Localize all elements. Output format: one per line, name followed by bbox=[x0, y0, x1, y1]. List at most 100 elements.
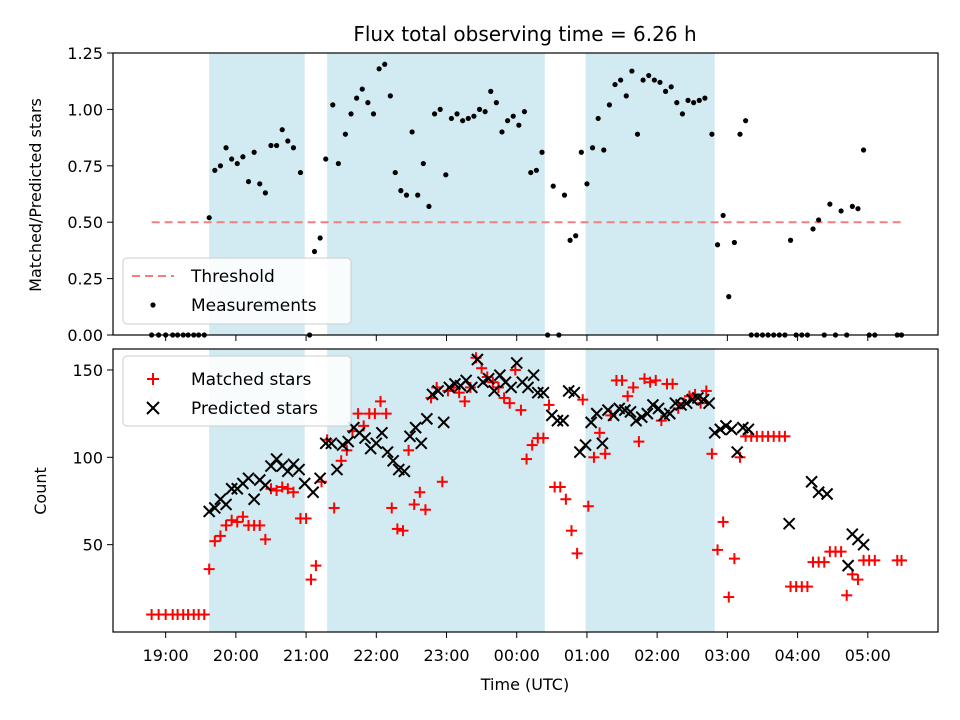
predicted-stars-point bbox=[697, 393, 710, 406]
measurement-point bbox=[589, 145, 596, 151]
measurement-point bbox=[454, 111, 460, 117]
measurement-point bbox=[285, 138, 291, 144]
matched-stars-point bbox=[310, 560, 322, 572]
matched-stars-point bbox=[214, 530, 226, 542]
matched-stars-point bbox=[852, 574, 864, 586]
measurement-point bbox=[550, 183, 556, 189]
predicted-stars-point bbox=[420, 412, 434, 426]
predicted-stars-point bbox=[556, 414, 570, 427]
legend-threshold-label: Threshold bbox=[190, 267, 275, 287]
top-legend: Threshold Measurements bbox=[122, 257, 352, 325]
matched-stars-point bbox=[436, 476, 448, 488]
matched-stars-point bbox=[835, 546, 847, 558]
predicted-stars-point bbox=[579, 438, 592, 452]
measurement-point bbox=[528, 169, 534, 176]
measurement-point bbox=[629, 68, 635, 74]
matched-stars-point bbox=[723, 591, 735, 603]
predicted-stars-point bbox=[646, 398, 660, 412]
predicted-stars-point bbox=[437, 416, 450, 429]
predicted-stars-point bbox=[225, 482, 238, 495]
matched-stars-point bbox=[198, 609, 210, 621]
predicted-stars-point bbox=[381, 445, 394, 459]
bottom-panel: 50 100 150 19:00 20:00 21:00 22:00 23:00 00:00 01… bbox=[72, 348, 939, 665]
x-axis-label: Time (UTC) bbox=[480, 675, 569, 694]
matched-stars-point bbox=[841, 589, 853, 601]
bottom-observing-window-2 bbox=[327, 349, 545, 632]
measurement-point bbox=[437, 106, 443, 112]
matched-stars-point bbox=[706, 448, 718, 460]
predicted-stars-point bbox=[386, 454, 400, 468]
bottom-y-axis-label: Count bbox=[31, 467, 50, 515]
measurement-point bbox=[561, 192, 568, 198]
x-tick-label: 04:00 bbox=[775, 646, 821, 665]
matched-stars-point bbox=[237, 511, 249, 523]
measurement-point bbox=[838, 208, 844, 214]
measurement-point bbox=[606, 102, 613, 108]
measurement-point bbox=[273, 142, 280, 149]
measurement-point bbox=[499, 129, 505, 135]
predicted-stars-point bbox=[521, 381, 535, 394]
matched-stars-point bbox=[616, 374, 628, 386]
top-y-tick-label: 1.25 bbox=[67, 44, 103, 63]
measurement-point bbox=[726, 294, 732, 300]
bottom-series-predicted-stars bbox=[202, 353, 870, 572]
matched-stars-point bbox=[627, 381, 639, 393]
measurement-point bbox=[720, 212, 726, 219]
matched-stars-point bbox=[639, 373, 651, 385]
matched-stars-point bbox=[504, 397, 516, 409]
predicted-stars-point bbox=[398, 465, 411, 478]
matched-stars-point bbox=[414, 486, 426, 498]
matched-stars-point bbox=[328, 502, 340, 514]
bottom-legend-frame bbox=[122, 355, 352, 427]
matched-stars-point bbox=[594, 427, 606, 439]
measurement-point bbox=[206, 215, 212, 221]
matched-stars-point bbox=[521, 453, 533, 465]
matched-stars-point bbox=[375, 395, 387, 407]
predicted-stars-point bbox=[403, 430, 417, 443]
legend-matched-swatch bbox=[147, 373, 159, 385]
predicted-stars-point bbox=[415, 437, 428, 450]
predicted-stars-point bbox=[841, 559, 855, 572]
predicted-stars-point bbox=[208, 501, 222, 515]
matched-stars-point bbox=[509, 364, 521, 376]
predicted-stars-point bbox=[537, 386, 550, 399]
predicted-stars-point bbox=[719, 419, 733, 433]
matched-stars-point bbox=[209, 535, 221, 547]
matched-stars-point bbox=[801, 581, 813, 593]
matched-stars-point bbox=[526, 439, 538, 451]
measurement-point bbox=[431, 111, 438, 117]
predicted-stars-point bbox=[510, 356, 523, 370]
matched-stars-point bbox=[537, 432, 549, 444]
measurement-point bbox=[476, 106, 483, 112]
predicted-stars-point bbox=[708, 426, 721, 440]
x-tick-label: 05:00 bbox=[845, 646, 891, 665]
measurement-point bbox=[674, 100, 680, 106]
matched-stars-point bbox=[300, 512, 312, 524]
matched-stars-point bbox=[599, 448, 611, 460]
predicted-stars-point bbox=[443, 381, 456, 394]
measurement-point bbox=[240, 154, 246, 160]
measurement-point bbox=[223, 145, 229, 151]
matched-stars-point bbox=[276, 481, 288, 493]
matched-stars-point bbox=[571, 547, 583, 559]
matched-stars-point bbox=[369, 408, 381, 420]
measurement-point bbox=[251, 149, 257, 155]
predicted-stars-point bbox=[730, 445, 744, 459]
predicted-stars-point bbox=[319, 437, 332, 450]
matched-stars-point bbox=[271, 485, 283, 496]
predicted-stars-point bbox=[551, 414, 564, 427]
matched-stars-point bbox=[554, 481, 566, 493]
top-y-axis-label: Matched/Predicted stars bbox=[26, 98, 45, 292]
x-tick-label: 21:00 bbox=[283, 646, 329, 665]
measurement-point bbox=[415, 192, 421, 198]
matched-stars-point bbox=[717, 516, 729, 528]
measurement-point bbox=[612, 81, 618, 88]
measurement-point bbox=[317, 235, 323, 241]
measurement-point bbox=[212, 167, 218, 173]
measurement-point bbox=[229, 156, 235, 162]
x-tick-label: 01:00 bbox=[564, 646, 610, 665]
top-plot-frame bbox=[112, 52, 939, 336]
measurement-point bbox=[657, 79, 663, 85]
measurement-point bbox=[392, 169, 398, 176]
bottom-plot-frame bbox=[112, 348, 939, 633]
